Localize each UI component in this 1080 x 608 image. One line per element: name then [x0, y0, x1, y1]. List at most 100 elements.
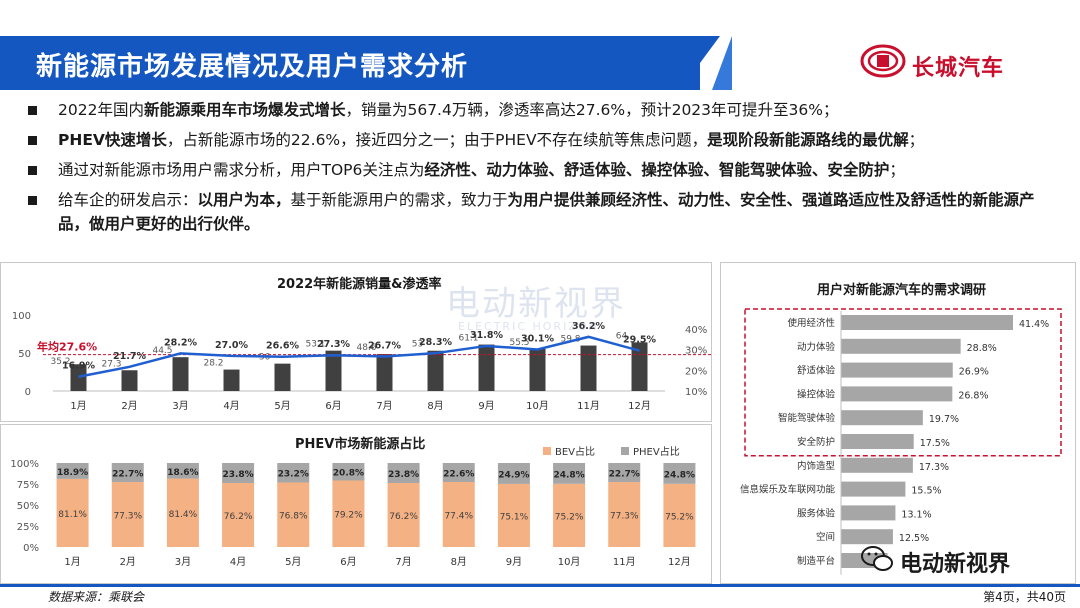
page-number: 第4页，共40页 — [983, 590, 1066, 604]
penetration-line — [78, 335, 640, 378]
bullet-square-icon — [28, 196, 37, 205]
bullet-text-segment: 经济性、动力体验、舒适体验、操控体验、智能驾驶体验、安全防护 — [424, 161, 890, 179]
bullet-item: 给车企的研发启示：以用户为本，基于新能源用户的需求，致力于为用户提供兼顾经济性、… — [22, 188, 1062, 236]
phev-share-chart: 0% 25% 50% 75% 100% 81.1% 18.9% 1月 77.3% 22.7% 2月 8… — [10, 445, 696, 568]
top6-highlight-box — [744, 308, 1062, 457]
demand-category-label: 使用经济性 — [787, 317, 835, 329]
phev-value: 22.7% — [112, 470, 143, 480]
bev-bar — [608, 482, 641, 547]
penetration-value: 29.5% — [623, 335, 656, 346]
sales-bar-value: 61.1 — [458, 334, 478, 344]
phev-share-panel: PHEV市场新能源占比 0% 25% 50% 75% 100% 81.1% 18.9% 1月 7… — [0, 424, 712, 584]
legend-swatch-phev — [621, 447, 629, 455]
header-slant-accent — [712, 36, 732, 90]
bev-bar — [663, 483, 696, 547]
x-tick-label: 1月 — [70, 400, 86, 412]
wechat-icon — [861, 546, 893, 571]
bev-bar — [166, 478, 199, 547]
sales-bar — [478, 344, 495, 391]
phev-value: 24.9% — [498, 470, 529, 480]
bullet-text-segment: 2022年国内 — [58, 101, 144, 119]
phev-bar — [277, 463, 310, 483]
bev-value: 76.2% — [224, 512, 253, 522]
bev-value: 75.2% — [555, 512, 584, 522]
y-tick-label: 25% — [17, 522, 39, 533]
demand-bar — [841, 386, 953, 402]
x-tick-label: 5月 — [285, 556, 301, 568]
logo-text: 长城汽车 — [912, 56, 1005, 81]
demand-category-label: 空间 — [816, 531, 835, 543]
demand-value: 19.7% — [929, 414, 959, 425]
x-tick-label: 1月 — [64, 556, 80, 568]
bullet-text-segment: 以用户为本， — [197, 191, 291, 209]
sales-bar-value: 53.1 — [305, 340, 325, 350]
sales-bar-value: 59.8 — [560, 335, 580, 345]
x-tick-label: 3月 — [175, 556, 191, 568]
phev-value: 18.9% — [57, 468, 88, 478]
bev-value: 75.2% — [665, 512, 694, 522]
x-tick-label: 8月 — [451, 556, 467, 568]
x-tick-label: 5月 — [274, 400, 290, 412]
page-title: 新能源市场发展情况及用户需求分析 — [36, 52, 469, 82]
bev-bar — [56, 478, 89, 547]
demand-value: 41.4% — [1019, 319, 1049, 330]
penetration-value: 36.2% — [572, 321, 605, 332]
data-source: 数据来源：乘联会 — [48, 590, 145, 604]
bev-value: 76.2% — [389, 512, 418, 522]
x-tick-label: 7月 — [395, 556, 411, 568]
bev-value: 79.2% — [334, 511, 363, 521]
demand-value: 12.5% — [899, 533, 929, 544]
y-tick-label: 0 — [25, 387, 31, 398]
demand-bar — [841, 505, 896, 521]
bullet-text-segment: 基于新能源用户的需求，致力于 — [290, 191, 508, 209]
x-tick-label: 10月 — [558, 556, 581, 568]
bev-bar — [111, 482, 144, 547]
demand-category-label: 内饰造型 — [797, 460, 836, 472]
footer-line — [0, 584, 1080, 587]
demand-bar — [841, 362, 953, 378]
bev-bar — [553, 483, 586, 547]
phev-chart-title: PHEV市场新能源占比 — [295, 437, 426, 452]
x-tick-label: 11月 — [577, 400, 600, 412]
bev-value: 77.4% — [444, 511, 473, 521]
brand-mark-text: 电动新视界 — [900, 552, 1011, 577]
penetration-value: 30.1% — [521, 333, 554, 344]
x-tick-label: 2月 — [120, 556, 136, 568]
sales-bar — [580, 345, 597, 391]
phev-value: 24.8% — [553, 470, 584, 480]
sales-bar — [121, 370, 138, 391]
header-bar — [0, 36, 700, 90]
demand-bar — [841, 529, 893, 545]
x-tick-label: 9月 — [478, 400, 494, 412]
phev-bar — [56, 463, 89, 479]
sales-bar — [325, 350, 342, 391]
bev-value: 81.4% — [169, 510, 198, 520]
phev-bar — [166, 463, 199, 479]
demand-value: 17.3% — [919, 462, 949, 473]
sales-chart-title: 2022年新能源销量&渗透率 — [277, 277, 442, 292]
bev-value: 77.3% — [113, 512, 142, 522]
demand-category-label: 服务体验 — [797, 507, 836, 519]
legend-swatch-bev — [543, 447, 551, 455]
bullet-text-segment: 给车企的研发启示： — [58, 191, 198, 209]
bullet-text-segment: ，销量为567.4万辆，渗透率高达27.6%，预计2023年可提升至36%； — [345, 101, 839, 119]
phev-bar — [111, 463, 144, 483]
bullet-text-segment: 通过对新能源市场用户需求分析，用户TOP6关注点为 — [58, 161, 425, 179]
x-tick-label: 12月 — [668, 556, 691, 568]
great-wall-logo: 长城汽车 — [860, 44, 1040, 84]
sales-bar — [529, 348, 546, 391]
sales-bar-value: 48.6 — [356, 343, 376, 353]
y-tick-label: 100% — [10, 459, 39, 470]
sales-bar — [70, 364, 87, 391]
x-tick-label: 3月 — [172, 400, 188, 412]
y2-tick-label: 10% — [685, 387, 707, 398]
phev-value: 23.2% — [278, 470, 309, 480]
sales-penetration-panel: 2022年新能源销量&渗透率 0 50 100 10% 20% 30% 40% 35.2 1月 2… — [0, 262, 713, 422]
demand-value: 15.5% — [911, 486, 941, 497]
penetration-value: 31.8% — [470, 330, 503, 341]
y2-tick-label: 30% — [685, 346, 707, 357]
x-tick-label: 11月 — [613, 556, 636, 568]
sales-bar — [172, 357, 189, 391]
bullet-text-segment: PHEV快速增长 — [58, 131, 167, 149]
demand-value: 26.8% — [958, 390, 988, 401]
